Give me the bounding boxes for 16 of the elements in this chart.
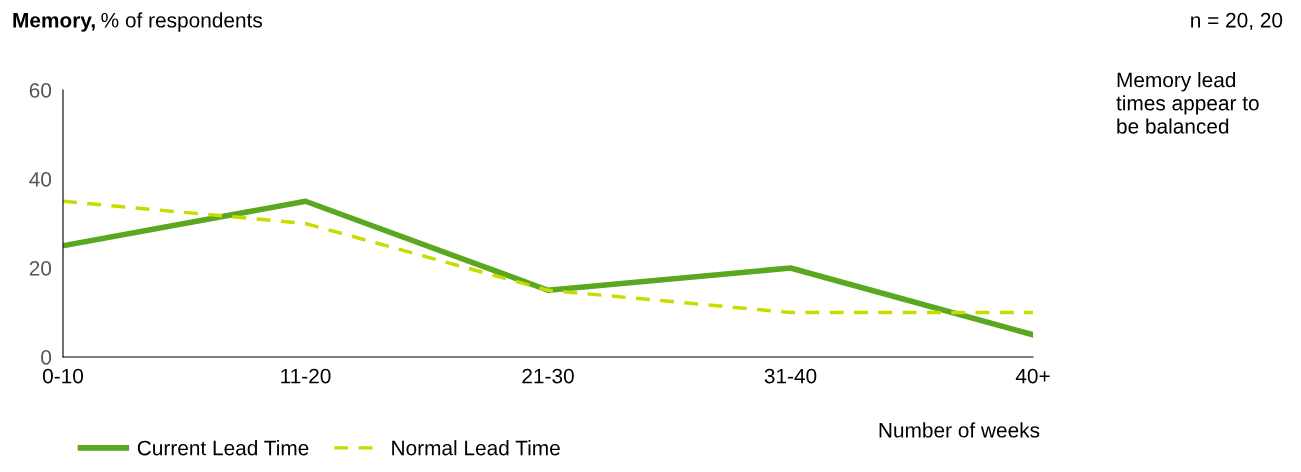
x-tick-label: 11-20 (281, 368, 331, 384)
x-tick-label: 31-40 (764, 368, 817, 384)
legend-label: Current Lead Time (137, 440, 309, 456)
x-axis-title: Number of weeks (879, 422, 1040, 438)
y-tick-label: 20 (29, 261, 52, 276)
chart-title: Memory, % of respondents (13, 12, 263, 32)
x-tick-label: 40+ (1015, 368, 1050, 384)
text: n = 20, 20 (1191, 12, 1283, 31)
line-series (63, 199, 1033, 315)
x-tick-label: 0-10 (42, 368, 84, 384)
y-tick-label: 0 (41, 350, 52, 365)
text: Memory lead times appear to be balanced (1116, 72, 1259, 134)
legend-label: Normal Lead Time (392, 440, 560, 456)
y-tick-label: 40 (29, 172, 52, 187)
x-tick-label: 21-30 (522, 368, 574, 384)
y-tick-label: 60 (29, 83, 52, 98)
